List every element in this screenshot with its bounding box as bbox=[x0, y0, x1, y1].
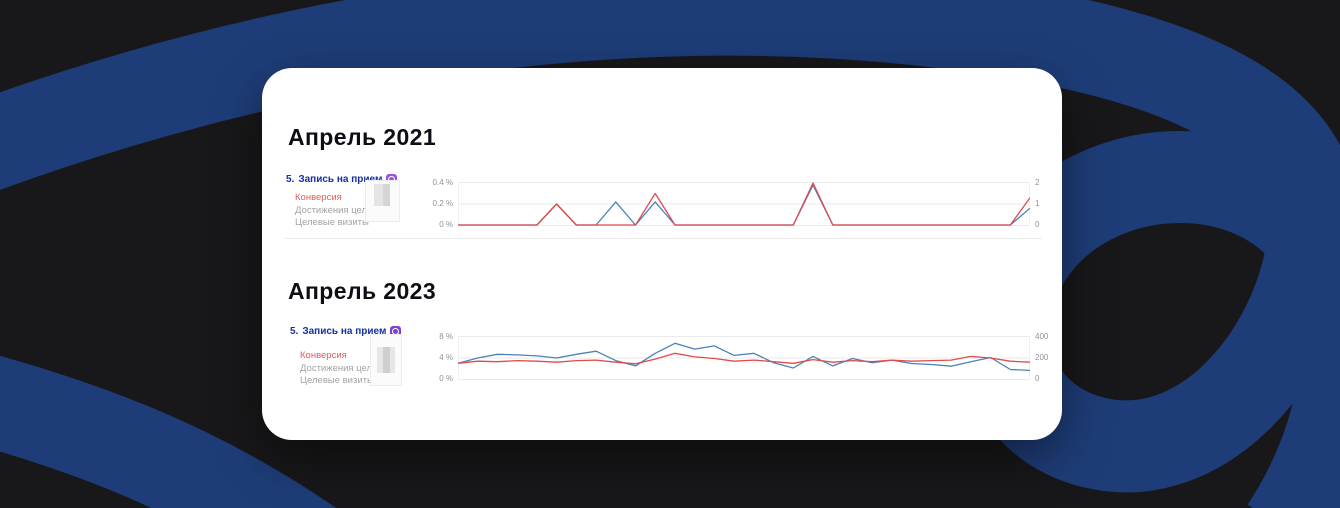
preview-block bbox=[383, 347, 390, 373]
section-title-2021: Апрель 2021 bbox=[288, 124, 437, 150]
legend-target-visits[interactable]: Целевые визиты bbox=[300, 375, 374, 386]
swoosh-curve-bottom-left bbox=[0, 355, 337, 508]
row-divider bbox=[284, 238, 1042, 239]
tick-label: 0 bbox=[1035, 374, 1040, 383]
legend-goal-achievements[interactable]: Достижения цели bbox=[300, 362, 378, 374]
legend-conversion[interactable]: Конверсия bbox=[295, 192, 342, 203]
tick-label: 2 bbox=[1035, 178, 1040, 187]
line-chart-svg bbox=[458, 182, 1030, 226]
legend-target-visits[interactable]: Целевые визиты bbox=[295, 217, 369, 228]
tick-label: 0.4 % bbox=[432, 178, 453, 187]
metric-legend: Конверсия Достижения цели Целевые визиты bbox=[295, 192, 372, 230]
y-axis-right: 2 1 0 bbox=[1030, 178, 1052, 229]
y-axis-left: 0.4 % 0.2 % 0 % bbox=[432, 178, 458, 229]
metric-row-2021: 5. Запись на прием Конверсия Достижения … bbox=[262, 172, 1062, 242]
metric-legend: Конверсия Достижения цели Целевые визиты bbox=[300, 350, 377, 388]
chart-2023: 8 % 4 % 0 % 400 200 0 bbox=[432, 332, 1052, 383]
y-axis-left: 8 % 4 % 0 % bbox=[432, 332, 458, 383]
metric-preview-image bbox=[370, 334, 402, 386]
tick-label: 0 bbox=[1035, 220, 1040, 229]
tick-label: 400 bbox=[1035, 332, 1049, 341]
legend-goal-achievements[interactable]: Достижения цели bbox=[295, 204, 373, 216]
chart-2021: 0.4 % 0.2 % 0 % 2 1 0 bbox=[432, 178, 1052, 229]
metric-index: 5. bbox=[290, 326, 299, 337]
y-axis-right: 400 200 0 bbox=[1030, 332, 1052, 383]
tick-label: 200 bbox=[1035, 353, 1049, 362]
report-card: Апрель 2021 5. Запись на прием Конверсия… bbox=[262, 68, 1062, 440]
metric-index: 5. bbox=[286, 174, 295, 185]
preview-block bbox=[383, 184, 390, 206]
metric-name-link[interactable]: Запись на прием bbox=[302, 326, 387, 337]
tick-label: 0.2 % bbox=[432, 199, 453, 208]
legend-conversion[interactable]: Конверсия bbox=[300, 350, 347, 361]
metric-preview-image bbox=[365, 180, 400, 222]
tick-label: 0 % bbox=[439, 374, 453, 383]
metric-name-link[interactable]: Запись на прием bbox=[298, 174, 383, 185]
tick-label: 8 % bbox=[439, 332, 453, 341]
tick-label: 0 % bbox=[439, 220, 453, 229]
tick-label: 4 % bbox=[439, 353, 453, 362]
section-title-2023: Апрель 2023 bbox=[288, 278, 437, 304]
line-chart-svg bbox=[458, 336, 1030, 380]
metric-row-2023: 5. Запись на прием Конверсия Достижения … bbox=[262, 324, 1062, 394]
tick-label: 1 bbox=[1035, 199, 1040, 208]
